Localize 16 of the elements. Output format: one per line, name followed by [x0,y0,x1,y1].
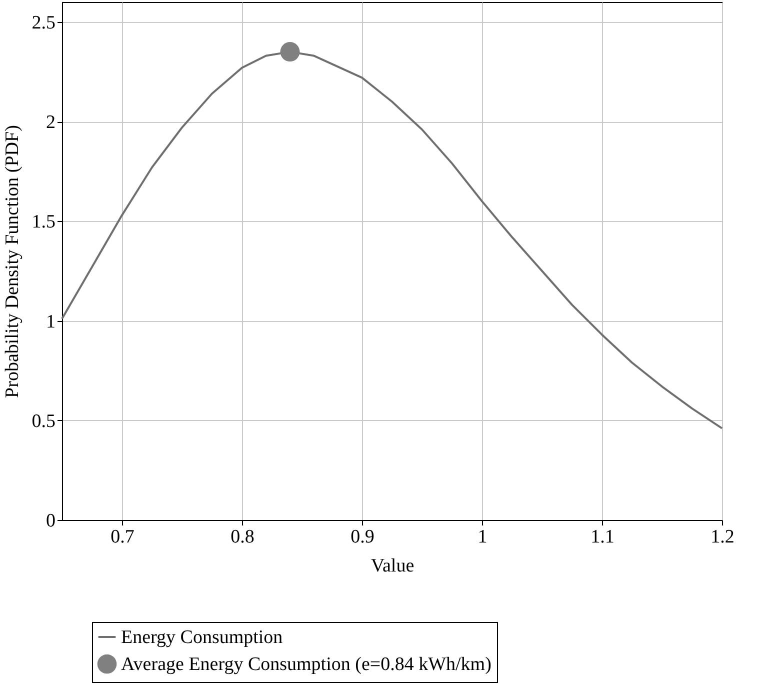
x-tick-label: 1.1 [590,526,614,548]
y-tick-label: 1 [46,311,56,332]
legend-label: Energy Consumption [121,627,284,648]
x-tick-label: 0.9 [350,526,374,548]
y-tick-label: 1.5 [32,212,56,233]
x-axis-title: Value [370,556,414,576]
y-tick-label: 2 [46,112,56,134]
x-tick-label: 0.8 [230,526,254,548]
y-axis-title: Probability Density Function (PDF) [2,125,23,398]
x-tick-label: 1.2 [710,526,734,548]
y-tick-label: 0.5 [32,410,56,432]
y-tick-label: 0 [46,510,56,532]
x-tick-label: 0.7 [110,526,134,548]
y-tick-label: 2.5 [32,12,56,34]
x-tick-label: 1 [478,526,488,548]
legend-label: Average Energy Consumption (e=0.84 kWh/km) [121,654,492,675]
